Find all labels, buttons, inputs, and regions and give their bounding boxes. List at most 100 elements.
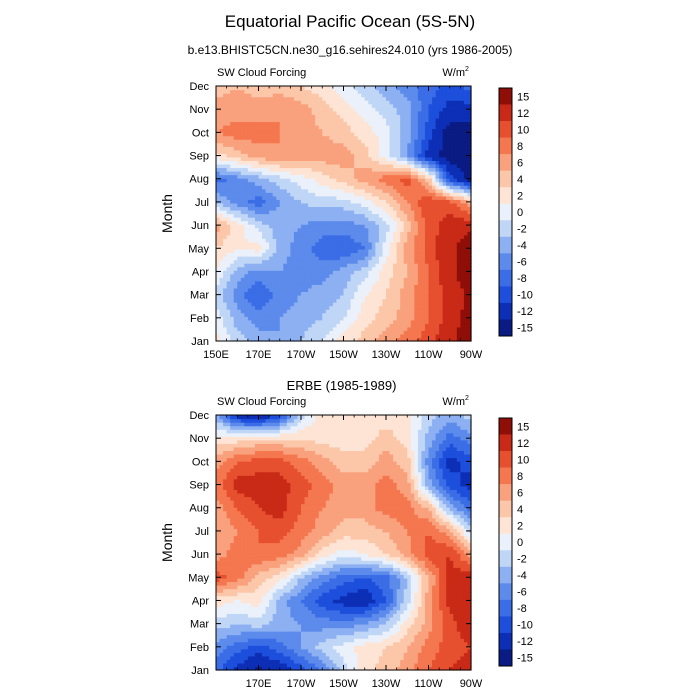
heatmap-cell [382, 103, 387, 108]
heatmap-cell [368, 199, 373, 204]
heatmap-cell [364, 103, 369, 108]
heatmap-cell [219, 305, 224, 310]
heatmap-cell [325, 132, 330, 137]
heatmap-cell [339, 277, 345, 282]
heatmap-cell [304, 206, 309, 211]
heatmap-cell [325, 178, 330, 183]
heatmap-cell [410, 146, 415, 151]
heatmap-cell [336, 132, 341, 137]
heatmap-cell [456, 167, 461, 172]
heatmap-cell [286, 146, 291, 151]
heatmap-cell [350, 124, 355, 130]
heatmap-cell [347, 333, 352, 339]
heatmap-cell [424, 167, 430, 172]
heatmap-cell [322, 302, 327, 307]
heatmap-cell [237, 195, 242, 200]
heatmap-cell [247, 153, 253, 158]
heatmap-cell [240, 330, 245, 335]
heatmap-cell [456, 206, 461, 211]
heatmap-cell [382, 298, 387, 303]
heatmap-cell [230, 195, 235, 200]
heatmap-cell [223, 124, 228, 130]
heatmap-cell [233, 217, 238, 222]
heatmap-cell [378, 284, 384, 289]
heatmap-cell [453, 245, 458, 250]
heatmap-cell [301, 231, 306, 236]
heatmap-cell [467, 291, 472, 296]
heatmap-cell [364, 337, 369, 342]
heatmap-cell [350, 117, 355, 123]
heatmap-cell [286, 132, 291, 137]
heatmap-cell [421, 132, 426, 137]
heatmap-cell [368, 209, 373, 215]
heatmap-cell [283, 96, 288, 101]
heatmap-cell [216, 163, 221, 169]
heatmap-cell [332, 294, 338, 300]
heatmap-cell [375, 110, 380, 115]
heatmap-cell [347, 259, 352, 264]
heatmap-cell [279, 224, 284, 229]
heatmap-cell [286, 259, 291, 264]
heatmap-cell [396, 302, 401, 307]
heatmap-cell [226, 163, 231, 169]
heatmap-cell [265, 110, 270, 115]
heatmap-cell [283, 280, 288, 285]
heatmap-cell [403, 117, 408, 123]
heatmap-cell [439, 199, 444, 204]
heatmap-cell [219, 163, 224, 169]
heatmap-cell [254, 224, 260, 229]
heatmap-cell [269, 326, 274, 331]
heatmap-cell [343, 333, 348, 339]
heatmap-cell [449, 238, 454, 243]
heatmap-cell [265, 202, 270, 208]
heatmap-cell [393, 259, 398, 264]
heatmap-cell [393, 302, 398, 307]
heatmap-cell [354, 156, 359, 161]
heatmap-cell [301, 266, 306, 271]
heatmap-cell [339, 330, 345, 335]
heatmap-cell [290, 213, 295, 218]
heatmap-cell [396, 248, 401, 254]
heatmap-cell [410, 178, 415, 183]
heatmap-cell [361, 231, 366, 236]
heatmap-cell [339, 245, 345, 250]
heatmap-cell [329, 316, 334, 321]
heatmap-cell [410, 121, 415, 126]
heatmap-cell [322, 224, 327, 229]
heatmap-cell [375, 132, 380, 137]
heatmap-cell [453, 224, 458, 229]
heatmap-cell [269, 93, 274, 98]
heatmap-cell [336, 209, 341, 215]
heatmap-cell [318, 305, 323, 310]
heatmap-cell [315, 316, 320, 321]
heatmap-cell [382, 330, 387, 335]
heatmap-cell [244, 241, 249, 246]
heatmap-cell [463, 167, 469, 172]
heatmap-cell [456, 316, 461, 321]
heatmap-cell [254, 326, 260, 331]
heatmap-cell [286, 263, 291, 268]
heatmap-cell [428, 167, 433, 172]
heatmap-cell [301, 256, 306, 261]
heatmap-cell [424, 209, 430, 215]
heatmap-cell [272, 135, 277, 140]
heatmap-cell [290, 192, 295, 197]
heatmap-cell [432, 270, 437, 275]
heatmap-cell [301, 195, 306, 200]
heatmap-cell [315, 181, 320, 186]
heatmap-cell [279, 100, 284, 105]
heatmap-cell [311, 110, 316, 115]
heatmap-cell [407, 213, 412, 218]
heatmap-cell [304, 139, 309, 144]
heatmap-cell [301, 199, 306, 204]
heatmap-cell [237, 312, 242, 317]
heatmap-cell [364, 245, 369, 250]
heatmap-cell [435, 142, 440, 147]
heatmap-cell [329, 181, 334, 186]
heatmap-cell [414, 294, 419, 300]
heatmap-cell [368, 163, 373, 169]
heatmap-cell [311, 323, 316, 328]
heatmap-cell [386, 114, 391, 119]
heatmap-cell [226, 185, 231, 190]
heatmap-cell [315, 263, 320, 268]
